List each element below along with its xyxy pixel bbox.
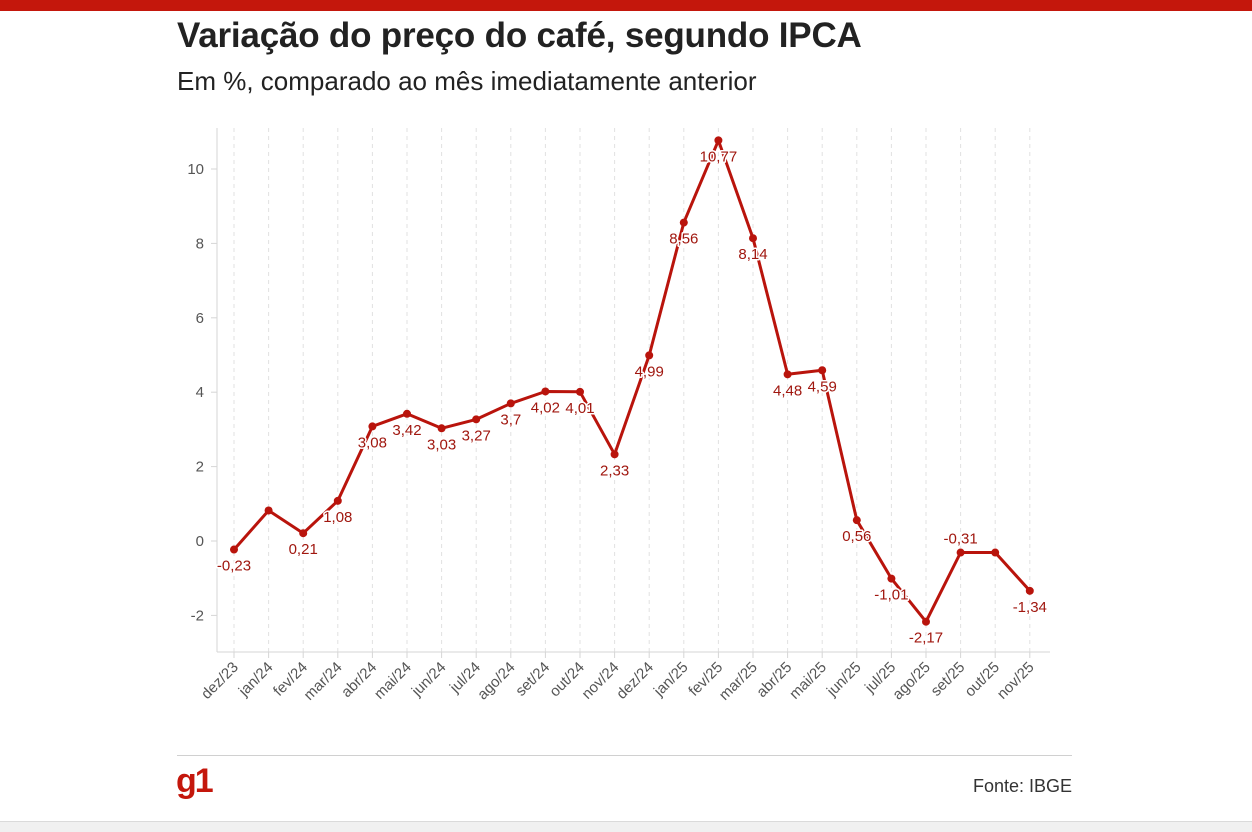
x-tick-label: dez/24 bbox=[613, 659, 657, 703]
data-point bbox=[437, 424, 446, 433]
data-label: 3,7 bbox=[500, 411, 521, 428]
line-chart: -20246810dez/23jan/24fev/24mar/24abr/24m… bbox=[187, 128, 1050, 704]
page-title: Variação do preço do café, segundo IPCA bbox=[177, 16, 862, 55]
x-tick-label: mar/24 bbox=[301, 659, 346, 704]
data-label: 0,21 bbox=[289, 541, 318, 558]
data-point bbox=[264, 506, 273, 515]
data-point bbox=[714, 136, 723, 145]
data-label: 3,27 bbox=[462, 427, 491, 444]
x-tick-label: mai/25 bbox=[786, 659, 830, 703]
data-point bbox=[679, 218, 688, 227]
x-tick-label: ago/24 bbox=[474, 659, 518, 703]
data-point bbox=[922, 617, 930, 626]
data-point bbox=[230, 545, 238, 554]
footer-divider bbox=[177, 755, 1072, 756]
data-point bbox=[506, 399, 515, 408]
data-label: -0,23 bbox=[217, 558, 251, 575]
data-label: 4,02 bbox=[531, 399, 560, 416]
data-point bbox=[472, 415, 481, 424]
data-label: 3,42 bbox=[392, 422, 421, 439]
x-tick-label: jan/24 bbox=[235, 659, 277, 701]
data-point bbox=[1025, 586, 1034, 595]
top-accent-bar bbox=[0, 0, 1252, 11]
data-point bbox=[299, 529, 308, 538]
data-point bbox=[818, 366, 827, 375]
y-tick-label: 4 bbox=[196, 384, 204, 401]
x-tick-label: ago/25 bbox=[889, 659, 933, 703]
y-tick-label: 8 bbox=[196, 235, 204, 252]
data-point bbox=[576, 387, 584, 396]
page-subtitle: Em %, comparado ao mês imediatamente ant… bbox=[177, 66, 757, 96]
x-tick-label: nov/25 bbox=[994, 659, 1038, 703]
data-point bbox=[610, 450, 619, 459]
data-label: 1,08 bbox=[323, 509, 352, 526]
data-point bbox=[749, 234, 757, 243]
data-label: 4,59 bbox=[808, 378, 837, 395]
data-label: -1,34 bbox=[1013, 599, 1047, 616]
y-tick-label: 0 bbox=[196, 533, 204, 550]
series-line bbox=[232, 138, 1032, 624]
data-label: 0,56 bbox=[842, 528, 871, 545]
x-tick-label: set/25 bbox=[928, 659, 969, 700]
data-label: 3,08 bbox=[358, 434, 387, 451]
x-tick-label: jun/25 bbox=[823, 659, 865, 701]
x-tick-label: mar/25 bbox=[716, 659, 761, 704]
data-point bbox=[852, 516, 861, 525]
data-point bbox=[541, 387, 550, 396]
data-label: 4,48 bbox=[773, 382, 802, 399]
data-label: 3,03 bbox=[427, 436, 456, 453]
data-point bbox=[783, 370, 792, 379]
data-label: 4,99 bbox=[635, 363, 664, 380]
x-tick-label: set/24 bbox=[512, 659, 553, 700]
y-tick-label: 10 bbox=[187, 161, 204, 178]
data-point bbox=[368, 422, 377, 431]
x-tick-label: nov/24 bbox=[579, 659, 623, 703]
x-tick-label: jun/24 bbox=[408, 659, 450, 701]
browser-bottom-strip bbox=[0, 821, 1252, 832]
data-label: 4,01 bbox=[565, 400, 594, 417]
data-point bbox=[403, 409, 411, 418]
source-note: Fonte: IBGE bbox=[972, 776, 1072, 796]
data-label: -1,01 bbox=[874, 587, 908, 604]
data-label: 8,56 bbox=[669, 231, 698, 248]
data-label: 8,14 bbox=[738, 246, 767, 263]
y-tick-label: -2 bbox=[191, 607, 204, 624]
g1-logo[interactable]: g1 bbox=[176, 762, 214, 800]
data-label: -0,31 bbox=[943, 531, 977, 548]
y-tick-label: 6 bbox=[196, 310, 204, 327]
data-point bbox=[887, 574, 896, 583]
data-point bbox=[645, 351, 654, 360]
data-point bbox=[333, 496, 342, 505]
x-tick-label: dez/23 bbox=[198, 659, 242, 703]
data-label: 10,77 bbox=[700, 148, 738, 165]
data-point bbox=[991, 548, 1000, 557]
y-tick-label: 2 bbox=[196, 459, 204, 476]
x-tick-label: jan/25 bbox=[650, 659, 692, 701]
data-label: 2,33 bbox=[600, 462, 629, 479]
x-tick-label: mai/24 bbox=[371, 659, 415, 703]
data-label: -2,17 bbox=[909, 630, 943, 647]
data-point bbox=[956, 548, 965, 557]
